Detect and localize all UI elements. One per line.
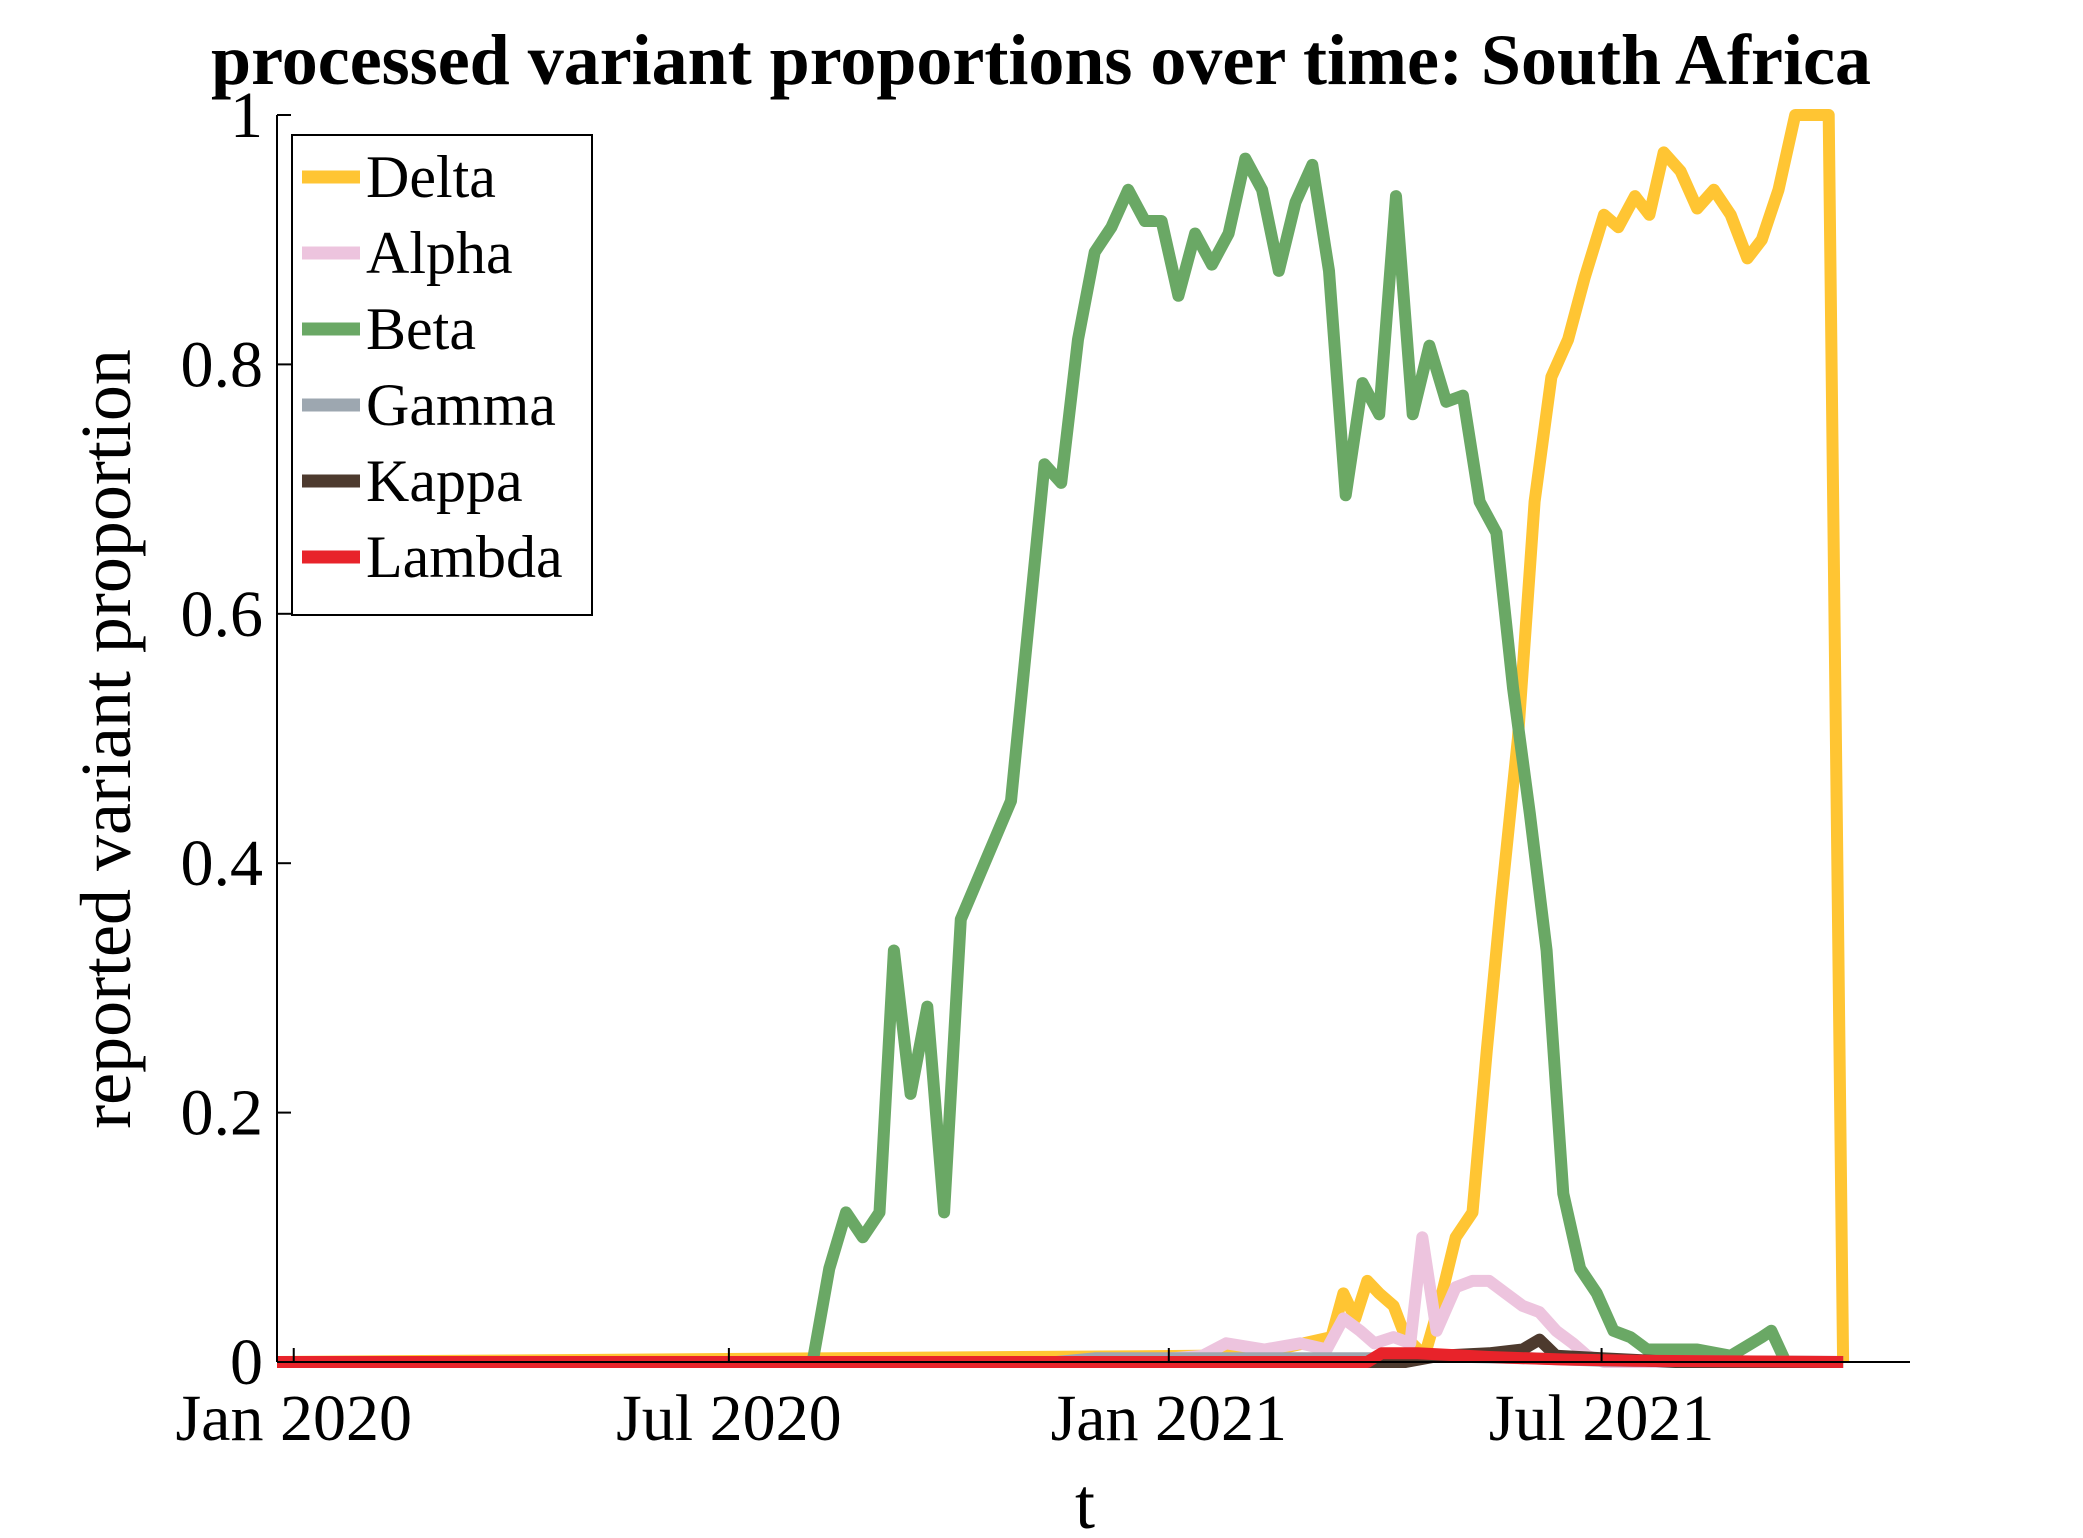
series-line-beta [277,152,1844,1368]
y-tick-label: 0.2 [181,1077,264,1150]
legend-label-alpha: Alpha [366,220,513,286]
x-tick-label: Jan 2020 [175,1382,411,1455]
chart-title: processed variant proportions over time:… [211,20,1871,100]
y-tick-label: 0.8 [181,328,264,401]
series-line-alpha [277,1231,1844,1368]
x-tick-label: Jul 2020 [616,1382,842,1455]
tick-labels: 0 0.2 0.4 0.6 0.8 1 Jan 2020 Jul 2020 Jan 2021 Ju… [175,79,1714,1455]
series-line-delta [276,109,1850,1368]
legend-label-gamma: Gamma [366,372,556,438]
y-tick-label: 0.4 [181,827,264,900]
y-tick-label: 0 [230,1326,263,1399]
legend: Delta Alpha Beta Gamma Kappa Lambda [291,134,593,616]
axes [276,114,1910,1363]
legend-label-lambda: Lambda [366,524,563,590]
legend-label-kappa: Kappa [366,448,523,514]
y-axis-label: reported variant proportion [66,349,146,1129]
y-tick-label: 0.6 [181,578,264,651]
x-tick-label: Jan 2021 [1051,1382,1287,1455]
legend-box [291,134,593,616]
legend-label-beta: Beta [366,296,476,362]
x-tick-label: Jul 2021 [1489,1382,1715,1455]
y-tick-label: 1 [230,79,263,152]
x-axis-label: t [1075,1464,1095,1538]
series-line-lambda [277,1347,1844,1368]
legend-label-delta: Delta [366,144,496,210]
